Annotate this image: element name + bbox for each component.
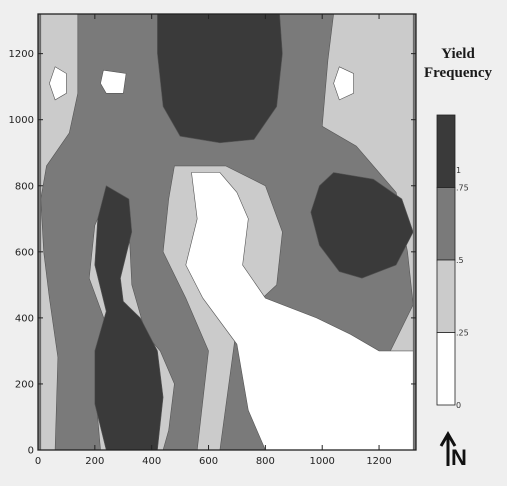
x-tick-label: 400 (142, 456, 161, 467)
legend-title-line1: Yield (441, 46, 475, 62)
legend-swatch (436, 114, 456, 188)
y-tick-label: 0 (28, 446, 34, 457)
x-tick-label: 1000 (309, 456, 334, 467)
legend-title-line2: Frequency (424, 65, 493, 81)
legend-tick-label: .75 (456, 184, 469, 193)
contour-region-9 (157, 13, 283, 144)
y-tick-label: 800 (15, 181, 34, 192)
north-arrow: N (439, 431, 467, 470)
x-tick-label: 200 (85, 456, 104, 467)
x-tick-label: 1200 (366, 456, 391, 467)
contour-region-6 (49, 66, 67, 101)
contour-region-8 (333, 66, 354, 101)
y-tick-label: 400 (15, 313, 34, 324)
x-tick-label: 0 (35, 456, 41, 467)
contour-region-7 (100, 69, 127, 94)
legend-swatch (436, 332, 456, 406)
legend-tick-label: 0 (456, 401, 461, 410)
legend-colorbar: 1 .75 .5 .25 0 (436, 114, 469, 410)
y-axis: 0 200 400 600 800 1000 1200 (9, 49, 416, 457)
x-tick-label: 800 (256, 456, 275, 467)
x-axis: 0 200 400 600 800 1000 1200 (35, 14, 392, 467)
contour-region-11 (310, 172, 414, 279)
plot-frame (37, 13, 417, 451)
north-arrow-icon (439, 431, 457, 466)
legend-tick-label: .25 (456, 329, 469, 338)
legend-swatch (436, 259, 456, 333)
contour-region-10 (94, 185, 164, 451)
y-tick-label: 1200 (9, 49, 34, 60)
legend-tick-label: .5 (456, 256, 464, 265)
legend-swatch (436, 187, 456, 261)
y-tick-label: 200 (15, 379, 34, 390)
contour-region-5 (185, 172, 414, 451)
north-label: N (451, 445, 467, 470)
y-tick-label: 1000 (9, 115, 34, 126)
x-tick-label: 600 (199, 456, 218, 467)
legend-tick-label: 1 (456, 166, 461, 175)
contour-regions (40, 13, 414, 451)
y-tick-label: 600 (15, 247, 34, 258)
